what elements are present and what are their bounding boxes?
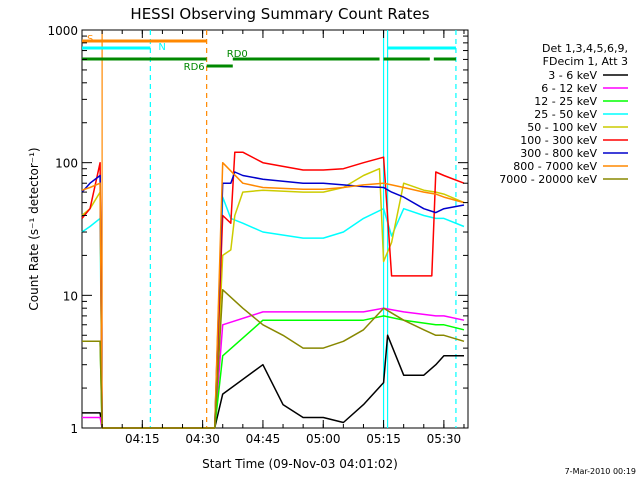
- plot-frame: [81, 29, 469, 429]
- y-tick-label-2: 100: [55, 157, 78, 171]
- legend-entry-label-8: 7000 - 20000 keV: [499, 173, 597, 186]
- flag-label-rd6: RD6: [184, 62, 205, 73]
- legend-entry-label-4: 50 - 100 keV: [527, 121, 597, 134]
- x-tick-label-5: 05:30: [427, 432, 462, 446]
- x-tick-label-4: 05:15: [366, 432, 401, 446]
- series-line-1: [82, 307, 465, 429]
- x-axis-ticks: 04:15 04:30 04:45 05:00 05:15 05:30: [81, 30, 465, 446]
- legend-entry-label-3: 25 - 50 keV: [534, 108, 597, 121]
- x-axis-label: Start Time (09-Nov-03 04:01:02): [202, 457, 398, 471]
- y-tick-label-1: 10: [63, 289, 78, 303]
- legend-entry-label-5: 100 - 300 keV: [520, 134, 597, 147]
- flag-label-s: S: [87, 34, 93, 45]
- x-tick-label-0: 04:15: [125, 432, 160, 446]
- x-tick-label-1: 04:30: [185, 432, 220, 446]
- x-tick-label-3: 05:00: [306, 432, 341, 446]
- flag-label-rd0: RD0: [227, 49, 248, 60]
- series-line-0: [82, 334, 464, 429]
- legend-entry-label-6: 300 - 800 keV: [520, 147, 597, 160]
- series-line-5: [81, 151, 465, 429]
- legend-entry-label-1: 6 - 12 keV: [541, 82, 597, 95]
- flag-bars: S N RD0 RD6: [82, 34, 456, 73]
- vertical-markers: [101, 30, 457, 428]
- series-line-2: [82, 315, 465, 429]
- series-line-7: [81, 161, 465, 429]
- y-axis-label: Count Rate (s⁻¹ detector⁻¹): [27, 147, 41, 310]
- legend-entry-label-2: 12 - 25 keV: [534, 95, 597, 108]
- series-lines: [81, 151, 465, 429]
- series-line-4: [81, 167, 465, 429]
- legend-entry-label-7: 800 - 7000 keV: [513, 160, 597, 173]
- legend-header-line-2: FDecim 1, Att 3: [543, 55, 628, 68]
- x-tick-label-2: 04:45: [246, 432, 281, 446]
- legend-entry-label-0: 3 - 6 keV: [548, 69, 597, 82]
- series-line-8: [82, 289, 465, 429]
- y-tick-label-0: 1: [70, 422, 78, 436]
- date-stamp: 7-Mar-2010 00:19: [565, 467, 636, 476]
- y-tick-label-3: 1000: [47, 24, 78, 38]
- flag-label-n: N: [158, 42, 165, 53]
- chart-title: HESSI Observing Summary Count Rates: [130, 5, 429, 23]
- y-axis-ticks: 1 10 100 1000: [47, 24, 468, 436]
- legend-header-line-1: Det 1,3,4,5,6,9,: [542, 42, 628, 55]
